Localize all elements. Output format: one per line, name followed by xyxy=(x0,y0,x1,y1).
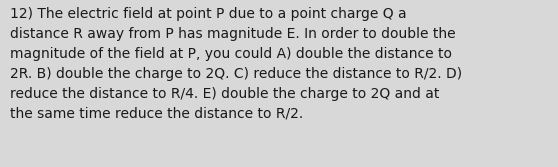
Text: 12) The electric field at point P due to a point charge Q a
distance R away from: 12) The electric field at point P due to… xyxy=(10,7,462,121)
